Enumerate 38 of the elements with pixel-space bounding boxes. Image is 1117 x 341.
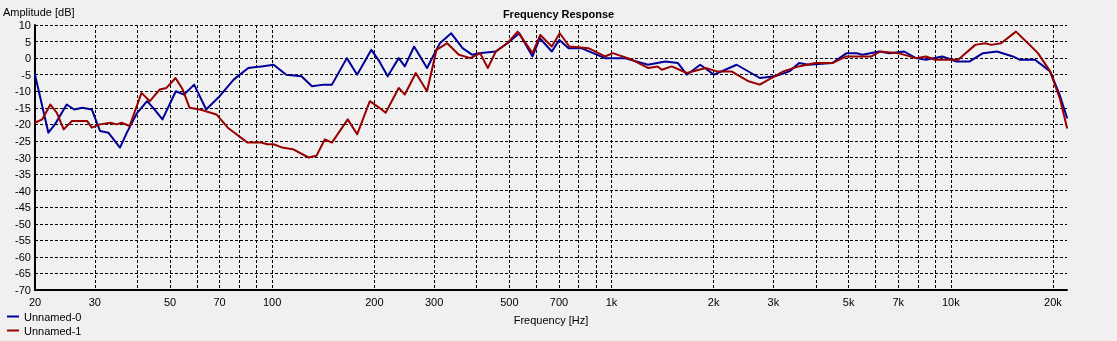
y-tick-label: -70	[15, 284, 31, 296]
y-tick-label: -50	[15, 217, 31, 230]
x-tick-label: 700	[549, 295, 569, 308]
x-tick-label: 1k	[605, 295, 618, 308]
y-tick-label: -65	[15, 267, 31, 280]
x-tick-label: 100	[262, 295, 282, 308]
x-axis-title: Frequency [Hz]	[513, 313, 589, 326]
y-tick-label: -60	[15, 250, 31, 263]
x-tick-label: 3k	[767, 295, 780, 308]
x-tick-label: 200	[365, 295, 384, 308]
x-tick-label: 30	[88, 295, 101, 308]
y-tick-label: -30	[15, 151, 31, 164]
x-tick-label: 10k	[941, 295, 961, 308]
y-tick-label: -15	[15, 101, 31, 114]
y-tick-label: -40	[15, 184, 31, 197]
y-tick-label: 10	[18, 19, 31, 31]
x-tick-label: 70	[213, 295, 226, 308]
legend-label: Unnamed-0	[24, 310, 82, 323]
y-tick-label: -20	[15, 118, 31, 131]
y-tick-label: -5	[21, 68, 31, 81]
y-axis-title: Amplitude [dB]	[3, 5, 75, 18]
y-tick-label: 0	[24, 52, 31, 65]
chart-title: Frequency Response	[502, 7, 615, 20]
y-tick-label: -10	[15, 85, 31, 98]
x-tick-label: 2k	[707, 295, 720, 308]
x-tick-label: 20	[28, 295, 42, 308]
y-tick-label: -55	[15, 234, 31, 247]
legend-label: Unnamed-1	[24, 324, 82, 337]
x-tick-label: 300	[424, 295, 444, 308]
y-tick-label: -45	[15, 201, 31, 214]
y-tick-label: -35	[15, 168, 31, 181]
x-tick-label: 500	[500, 295, 519, 308]
x-tick-label: 50	[163, 295, 177, 308]
y-tick-label: -25	[15, 134, 31, 147]
x-tick-label: 20k	[1044, 295, 1063, 308]
x-tick-label: 7k	[892, 295, 905, 308]
y-tick-label: 5	[24, 35, 31, 48]
x-tick-label: 5k	[842, 295, 855, 308]
